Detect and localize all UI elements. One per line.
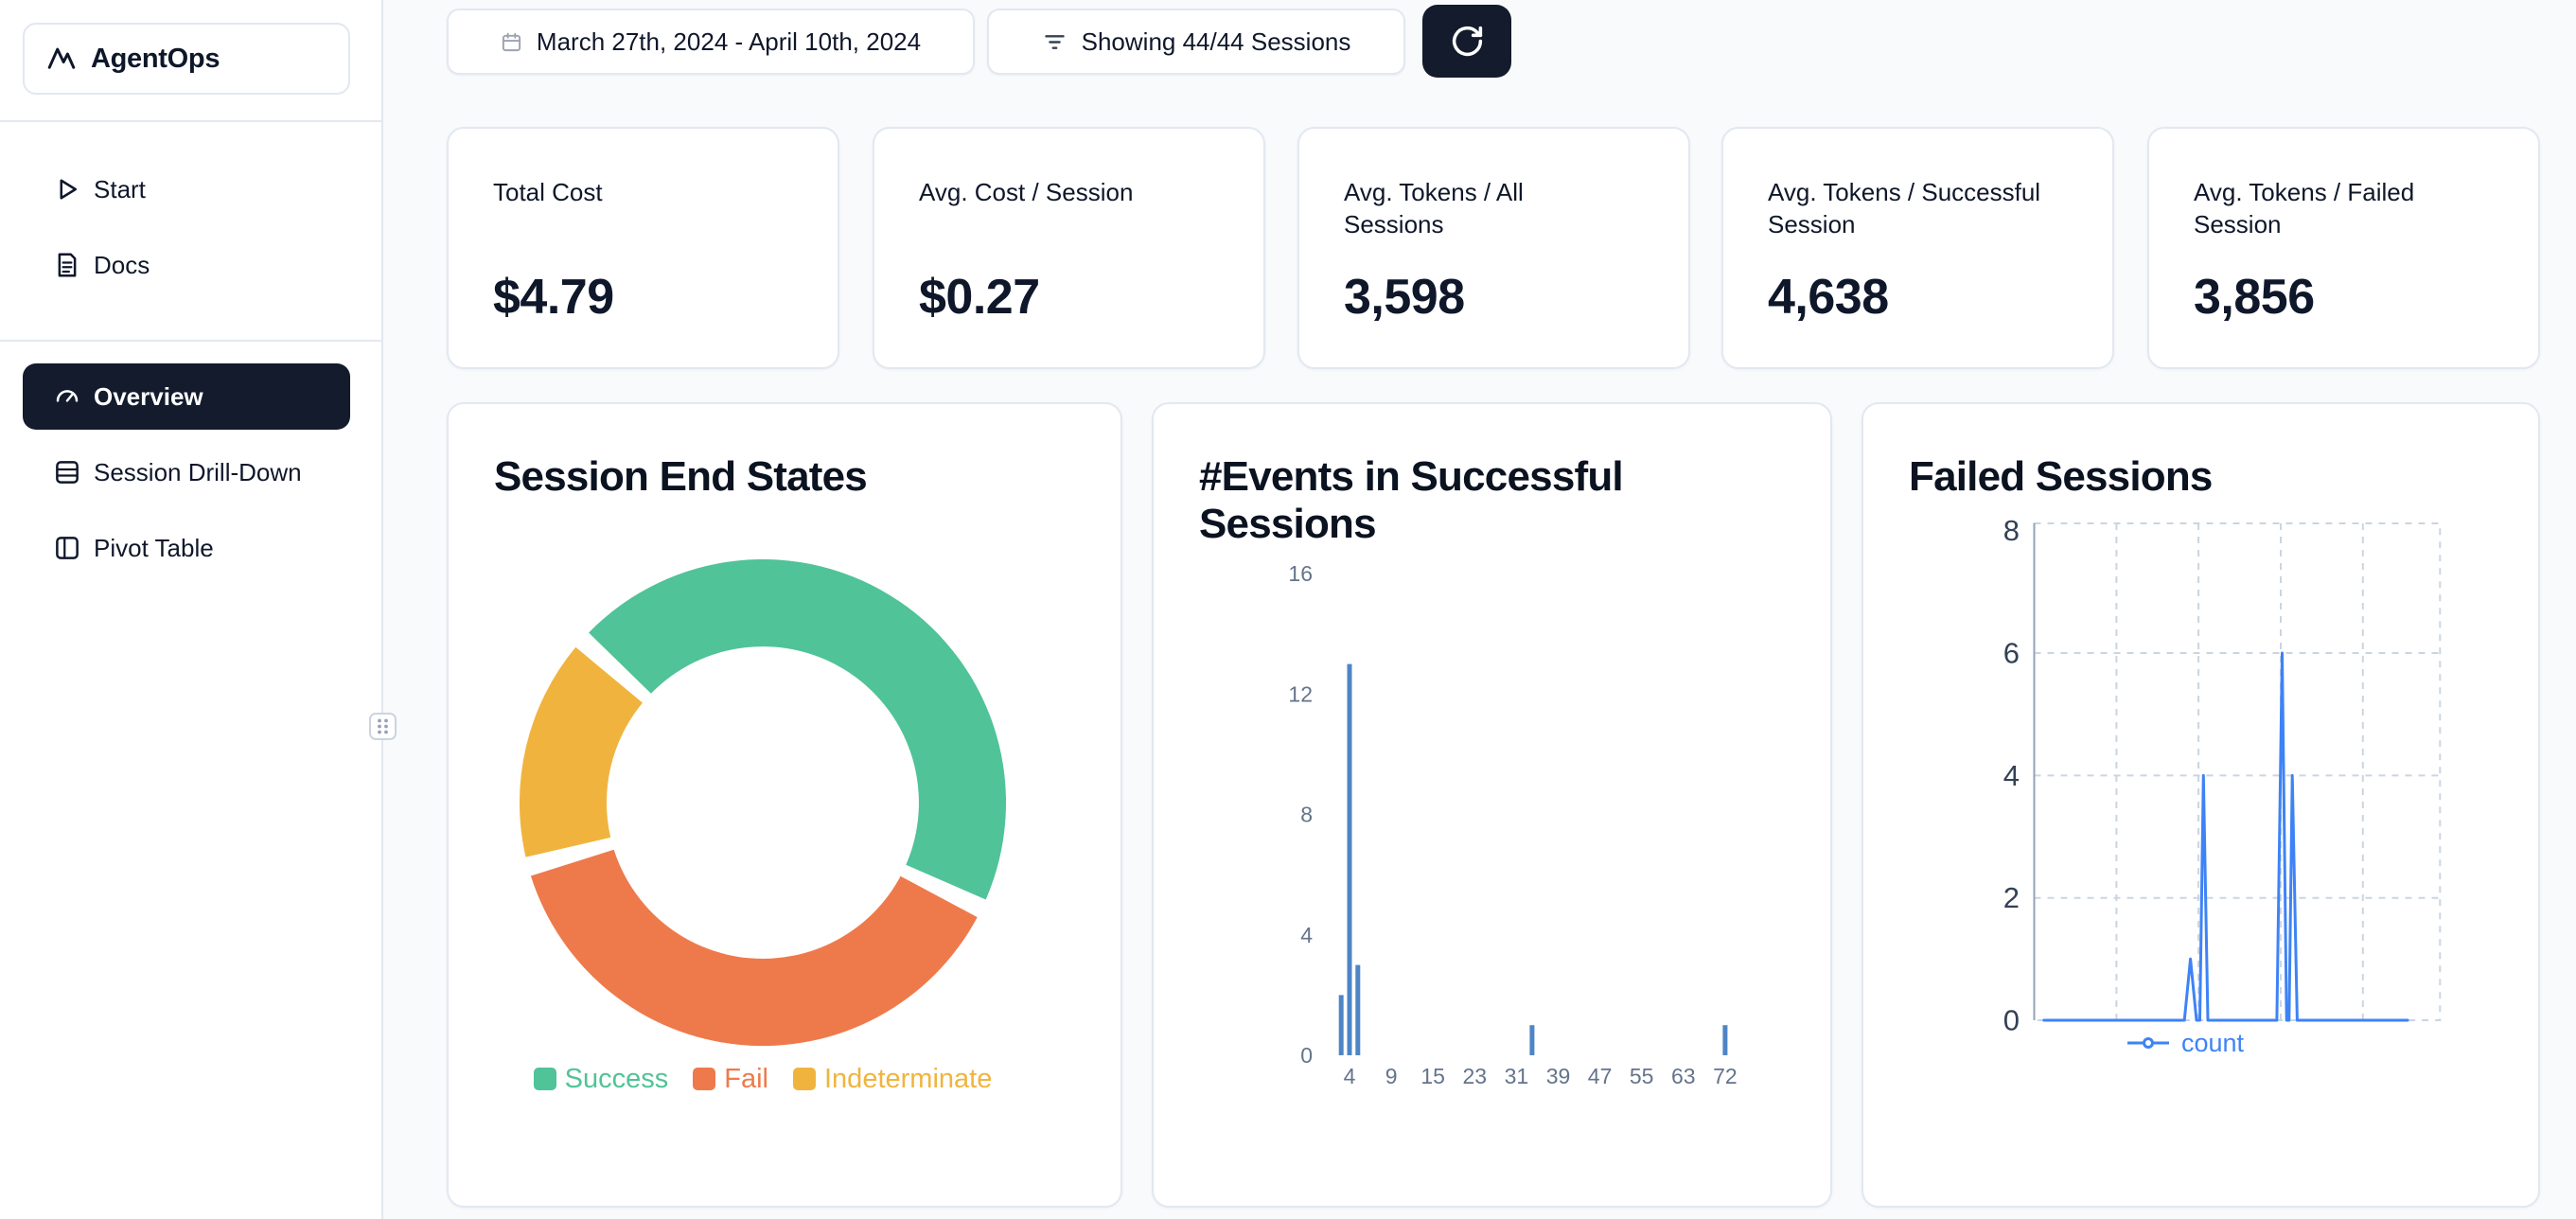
svg-text:8: 8 [1300,803,1313,827]
stat-card-avg-tokens-failed: Avg. Tokens / Failed Session 3,856 [2147,127,2540,369]
sidebar-item-label: Pivot Table [94,533,214,562]
chart-title: Failed Sessions [1909,453,2213,500]
donut-legend-item[interactable]: Success [533,1063,669,1095]
stat-label: Avg. Cost / Session [919,178,1134,206]
sidebar-resize-handle[interactable] [369,713,397,740]
sidebar: AgentOps Start Docs Overview [0,0,383,1219]
legend-swatch [693,1068,716,1090]
sidebar-item-label: Start [94,174,146,203]
svg-text:39: 39 [1546,1064,1571,1088]
svg-text:72: 72 [1713,1064,1738,1088]
logo: AgentOps [23,23,350,95]
date-range-label: March 27th, 2024 - April 10th, 2024 [536,26,922,56]
legend-label: Success [564,1063,669,1094]
count-legend[interactable]: count [1996,1025,2374,1061]
sidebar-item-label: Overview [94,381,203,411]
chart-title: Session End States [494,453,868,500]
refresh-button[interactable] [1422,5,1511,78]
stat-label: Avg. Tokens / Successful Session [1768,178,2041,239]
session-end-states-card: Session End States Success Fail Indeterm… [447,402,1122,1208]
stat-value: 3,598 [1344,270,1465,325]
donut-legend: Success Fail Indeterminate [449,1062,1077,1096]
logo-label: AgentOps [91,43,221,74]
agentops-logo-icon [47,47,76,69]
events-histogram-card: #Events in Successful Sessions 0 4 8 12 16 4 9… [1152,402,1832,1208]
legend-label: Indeterminate [824,1063,993,1094]
donut-legend-item[interactable]: Fail [693,1064,768,1095]
svg-text:55: 55 [1630,1064,1654,1088]
legend-swatch [533,1068,556,1090]
stat-value: $0.27 [919,270,1040,325]
refresh-icon [1452,26,1482,57]
date-range-button[interactable]: March 27th, 2024 - April 10th, 2024 [447,9,975,75]
stat-value: $4.79 [493,270,614,325]
sidebar-item-overview[interactable]: Overview [23,363,350,430]
svg-text:4: 4 [1300,923,1313,947]
legend-label: Fail [724,1063,768,1094]
sidebar-item-pivot-table[interactable]: Pivot Table [23,515,350,581]
svg-text:4: 4 [2003,759,2020,792]
stat-label: Avg. Tokens / All Sessions [1344,178,1524,239]
stat-card-avg-cost: Avg. Cost / Session $0.27 [873,127,1265,369]
svg-text:0: 0 [1300,1043,1313,1068]
sidebar-item-session-drill-down[interactable]: Session Drill-Down [23,439,350,505]
stat-label: Total Cost [493,178,603,206]
svg-text:23: 23 [1463,1064,1488,1088]
svg-text:15: 15 [1420,1064,1445,1088]
legend-swatch [793,1068,816,1090]
sidebar-item-start[interactable]: Start [23,157,350,221]
sidebar-divider [0,120,383,122]
count-legend-marker [2126,1037,2169,1049]
stat-value: 4,638 [1768,270,1889,325]
grip-dots-icon [378,718,388,734]
sidebar-item-label: Session Drill-Down [94,457,302,486]
svg-text:8: 8 [2003,514,2020,547]
chart-title: #Events in Successful Sessions [1199,453,1624,548]
document-icon [58,253,77,277]
gauge-icon [56,390,79,402]
svg-text:6: 6 [2003,637,2020,670]
sidebar-divider [0,340,383,342]
sidebar-item-docs[interactable]: Docs [23,233,350,297]
svg-text:63: 63 [1671,1064,1696,1088]
svg-text:16: 16 [1288,561,1313,586]
sessions-filter-button[interactable]: Showing 44/44 Sessions [987,9,1405,75]
sessions-filter-label: Showing 44/44 Sessions [1081,26,1351,56]
count-legend-label: count [2180,1028,2245,1057]
svg-text:9: 9 [1385,1064,1398,1088]
svg-text:12: 12 [1288,681,1313,706]
stat-card-total-cost: Total Cost $4.79 [447,127,839,369]
svg-text:2: 2 [2003,881,2020,914]
table-columns-icon [56,537,79,559]
filter-icon [1044,34,1065,49]
stat-value: 3,856 [2194,270,2315,325]
donut-legend-item[interactable]: Indeterminate [793,1064,992,1095]
stat-card-avg-tokens-all: Avg. Tokens / All Sessions 3,598 [1297,127,1690,369]
sidebar-item-label: Docs [94,250,150,279]
svg-text:47: 47 [1588,1064,1613,1088]
stat-label: Avg. Tokens / Failed Session [2194,178,2415,239]
stat-card-avg-tokens-successful: Avg. Tokens / Successful Session 4,638 [1721,127,2114,369]
calendar-icon [502,32,521,51]
play-icon [60,179,77,200]
svg-text:4: 4 [1344,1064,1356,1088]
list-rows-icon [56,461,79,484]
svg-text:31: 31 [1505,1064,1529,1088]
